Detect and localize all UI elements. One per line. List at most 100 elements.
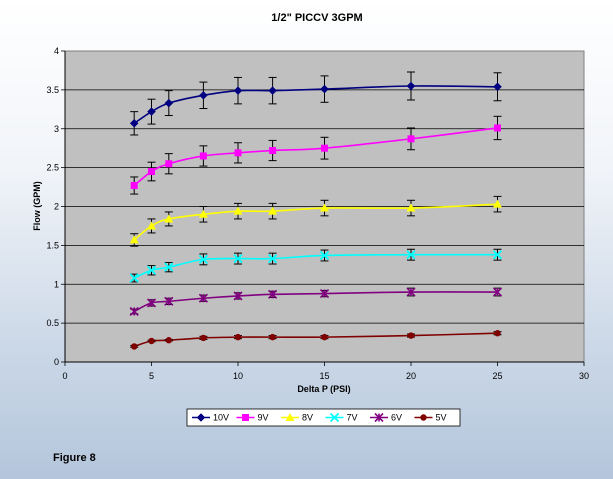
data-point-5V xyxy=(165,337,172,344)
data-point-6V xyxy=(319,289,330,299)
data-point-9V xyxy=(130,182,138,190)
y-tick-label: 2 xyxy=(54,202,59,212)
data-point-10V xyxy=(129,118,139,128)
legend-item-8V: 8V xyxy=(281,413,313,423)
series-line-9V xyxy=(133,127,498,187)
series-6V xyxy=(129,287,503,317)
data-point-9V xyxy=(407,135,415,143)
legend-label-10V: 10V xyxy=(213,413,229,423)
data-point-6V xyxy=(233,291,243,301)
legend-marker-10V xyxy=(196,413,206,422)
series-10V xyxy=(129,71,502,136)
y-axis-label: Flow (GPM) xyxy=(32,181,42,231)
data-point-9V xyxy=(148,168,155,176)
chart-title: 1/2" PICCV 3GPM xyxy=(271,12,362,24)
data-point-10V xyxy=(493,82,502,92)
legend-label-9V: 9V xyxy=(258,413,269,423)
y-tick-label: 4 xyxy=(54,46,59,56)
data-point-7V xyxy=(129,273,139,283)
legend-label-7V: 7V xyxy=(347,413,358,423)
data-point-10V xyxy=(147,107,156,116)
data-point-5V xyxy=(494,330,501,337)
y-tick-label: 0 xyxy=(54,357,59,367)
data-point-7V xyxy=(164,262,174,272)
legend-marker-7V xyxy=(329,412,340,423)
data-point-6V xyxy=(198,293,208,303)
data-point-5V xyxy=(200,334,207,342)
data-point-7V-stroke xyxy=(129,273,139,283)
y-tick-label: 3 xyxy=(54,124,59,134)
data-point-8V xyxy=(233,206,243,215)
series-line-8V xyxy=(133,203,498,241)
data-point-6V xyxy=(406,287,416,297)
data-point-7V xyxy=(233,253,243,264)
data-point-7V-stroke xyxy=(267,253,278,264)
data-point-7V-stroke xyxy=(233,253,243,264)
x-tick-label: 25 xyxy=(492,371,502,381)
legend-marker-7V-stroke xyxy=(329,412,340,423)
data-point-6V xyxy=(164,296,174,306)
data-point-8V xyxy=(198,209,208,218)
legend-item-10V: 10V xyxy=(192,413,229,423)
series-group xyxy=(129,71,503,350)
data-point-8V xyxy=(129,235,139,244)
data-point-8V xyxy=(493,199,502,208)
x-axis-label: Delta P (PSI) xyxy=(297,384,350,394)
data-point-7V-stroke xyxy=(146,265,157,275)
data-point-5V xyxy=(321,333,328,341)
legend-marker-6V xyxy=(374,412,384,423)
data-point-6V xyxy=(146,298,157,308)
data-point-7V-stroke xyxy=(198,254,209,265)
legend-item-9V: 9V xyxy=(236,413,269,423)
data-point-8V xyxy=(268,206,278,215)
legend-item-6V: 6V xyxy=(370,413,402,423)
data-point-5V xyxy=(234,333,242,341)
series-7V xyxy=(129,248,503,283)
series-line-7V xyxy=(133,253,498,279)
series-8V xyxy=(129,195,502,247)
data-point-10V xyxy=(320,84,329,94)
data-point-7V-stroke xyxy=(406,250,416,260)
data-point-10V xyxy=(268,86,277,96)
x-tick-label: 5 xyxy=(149,371,154,381)
data-point-9V xyxy=(321,144,328,152)
data-point-9V xyxy=(494,124,501,132)
data-point-7V-stroke xyxy=(492,250,503,260)
axis-ticks: 0 0.5 1 1.5 2 2.5 3 3.5 4 0 5 10 15 20 25 30 xyxy=(46,46,589,381)
data-point-5V xyxy=(407,332,415,339)
y-tick-label: 3.5 xyxy=(46,85,59,95)
series-5V xyxy=(130,330,502,350)
legend-marker-9V xyxy=(242,414,249,421)
data-point-8V xyxy=(320,203,329,212)
figure-caption: Figure 8 xyxy=(53,452,96,464)
data-point-7V xyxy=(492,250,503,260)
data-point-10V xyxy=(164,98,174,108)
data-point-10V xyxy=(199,90,208,100)
legend-label-8V: 8V xyxy=(302,413,313,423)
data-point-8V xyxy=(147,221,156,230)
legend-label-6V: 6V xyxy=(391,413,402,423)
data-point-7V xyxy=(146,265,157,275)
data-point-6V xyxy=(268,289,278,299)
data-point-5V xyxy=(148,337,155,345)
series-line-10V xyxy=(133,85,498,124)
x-tick-label: 20 xyxy=(406,371,416,381)
data-point-7V xyxy=(267,253,278,264)
legend-label-5V: 5V xyxy=(436,413,447,423)
data-point-8V xyxy=(164,214,174,223)
y-tick-label: 1.5 xyxy=(46,240,59,250)
data-point-9V xyxy=(165,160,173,168)
legend-marker-5V xyxy=(420,414,427,421)
data-point-10V xyxy=(406,81,416,91)
data-point-7V-stroke xyxy=(319,250,330,261)
data-point-10V xyxy=(233,86,243,96)
x-tick-label: 10 xyxy=(233,371,243,381)
data-point-7V-stroke xyxy=(164,262,174,272)
data-point-7V xyxy=(198,254,209,265)
series-line-6V xyxy=(133,291,498,313)
x-tick-label: 30 xyxy=(579,371,589,381)
series-9V xyxy=(130,115,502,195)
data-point-8V xyxy=(406,203,416,212)
x-tick-label: 0 xyxy=(62,371,67,381)
